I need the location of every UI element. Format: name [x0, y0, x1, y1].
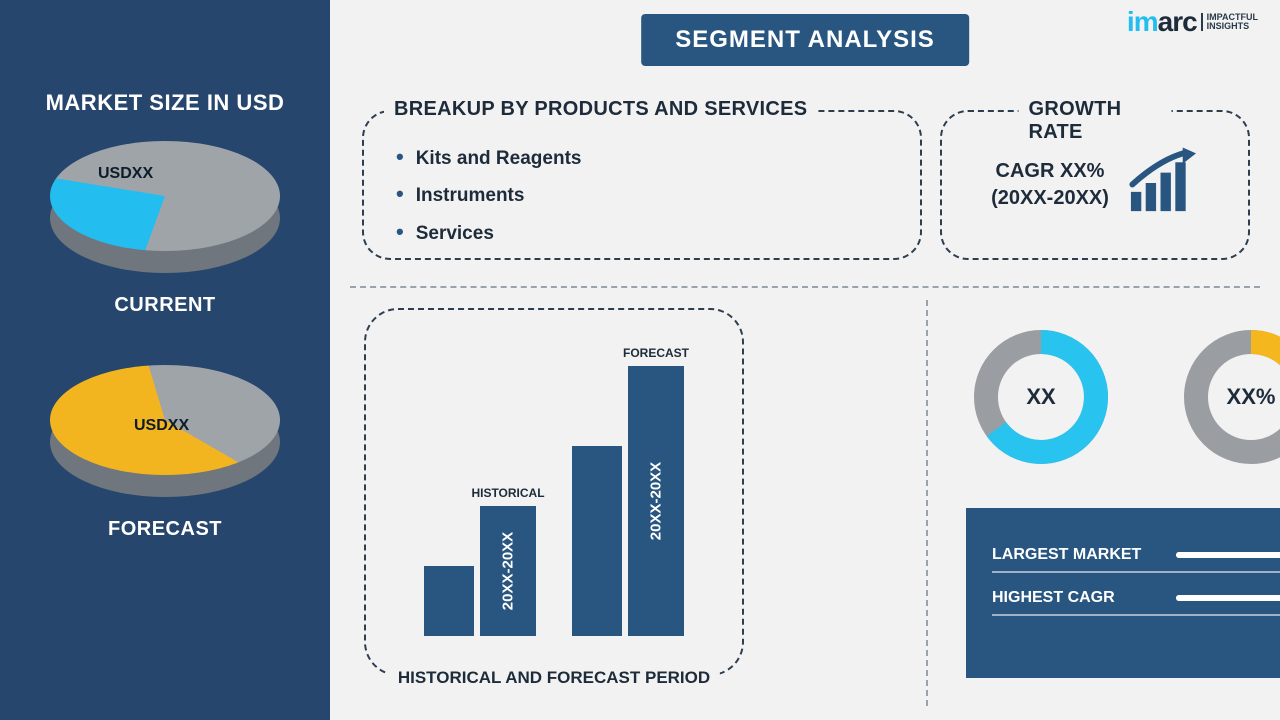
metric-fill [1176, 552, 1280, 558]
breakup-box: BREAKUP BY PRODUCTS AND SERVICES Kits an… [362, 110, 922, 260]
metric-row-0: LARGEST MARKETXX [992, 544, 1280, 565]
growth-rate-box: GROWTH RATE CAGR XX% (20XX-20XX) [940, 110, 1250, 260]
bar: 20XX-20XXHISTORICAL [480, 506, 536, 636]
brand-logo-tagline: IMPACTFUL INSIGHTS [1201, 13, 1258, 31]
metric-label: LARGEST MARKET [992, 546, 1162, 564]
metric-track [1176, 595, 1280, 601]
bar [424, 566, 474, 636]
breakup-heading: BREAKUP BY PRODUCTS AND SERVICES [384, 98, 817, 121]
pie-chart-1: USDXX FORECAST [50, 365, 280, 541]
brand-logo: imarc IMPACTFUL INSIGHTS [1127, 6, 1258, 38]
page: MARKET SIZE IN USD USDXX CURRENT USDXX FORE… [0, 0, 1280, 720]
metric-panel: LARGEST MARKETXX HIGHEST CAGRXX% [966, 508, 1280, 678]
metric-label: HIGHEST CAGR [992, 589, 1162, 607]
pie-caption: FORECAST [108, 518, 222, 541]
pie-chart-0: USDXX CURRENT [50, 141, 280, 317]
sidebar-market-size: MARKET SIZE IN USD USDXX CURRENT USDXX FORE… [0, 0, 330, 720]
vertical-divider [926, 300, 928, 706]
bar-period-label: 20XX-20XX [500, 532, 517, 610]
metric-row-1: HIGHEST CAGRXX% [992, 587, 1280, 608]
bar-caption: HISTORICAL [471, 486, 544, 500]
page-title-pill: SEGMENT ANALYSIS [641, 14, 969, 66]
pie-caption: CURRENT [114, 294, 215, 317]
main-panel: imarc IMPACTFUL INSIGHTS SEGMENT ANALYSI… [330, 0, 1280, 720]
pie-charts-host: USDXX CURRENT USDXX FORECAST [50, 141, 280, 561]
bar-caption: FORECAST [623, 346, 689, 360]
bar-group-0: 20XX-20XXHISTORICAL [424, 506, 536, 636]
growth-arrow-icon [1125, 146, 1199, 225]
bars-host: 20XX-20XXHISTORICAL20XX-20XXFORECAST [406, 338, 702, 636]
metric-track [1176, 552, 1280, 558]
bar-chart-title: HISTORICAL AND FORECAST PERIOD [388, 668, 720, 688]
historical-forecast-chart: 20XX-20XXHISTORICAL20XX-20XXFORECAST HIS… [364, 308, 744, 676]
sidebar-title: MARKET SIZE IN USD [46, 90, 285, 116]
metric-underline [992, 571, 1280, 573]
bar [572, 446, 622, 636]
growth-period: (20XX-20XX) [991, 187, 1109, 209]
breakup-list: Kits and ReagentsInstrumentsServices [390, 138, 894, 250]
donut-label: XX% [1227, 384, 1276, 410]
bar-period-label: 20XX-20XX [648, 462, 665, 540]
horizontal-divider [350, 286, 1260, 288]
donut-charts: XX XX% [966, 322, 1280, 472]
breakup-item-1: Instruments [390, 175, 894, 212]
breakup-item-0: Kits and Reagents [390, 138, 894, 175]
bar-group-1: 20XX-20XXFORECAST [572, 366, 684, 636]
growth-heading: GROWTH RATE [1019, 98, 1172, 144]
metric-fill [1176, 595, 1280, 601]
metric-underline [992, 614, 1280, 616]
growth-cagr: CAGR XX% [996, 160, 1105, 182]
tagline-2: INSIGHTS [1207, 21, 1250, 31]
bar: 20XX-20XXFORECAST [628, 366, 684, 636]
pie-value-label: USDXX [98, 165, 153, 183]
brand-logo-text: imarc [1127, 6, 1197, 38]
breakup-item-2: Services [390, 213, 894, 250]
donut-0: XX [966, 322, 1116, 472]
pie-value-label: USDXX [134, 417, 189, 435]
growth-text: CAGR XX% (20XX-20XX) [991, 158, 1109, 212]
donut-label: XX [1026, 384, 1055, 410]
donut-1: XX% [1176, 322, 1280, 472]
